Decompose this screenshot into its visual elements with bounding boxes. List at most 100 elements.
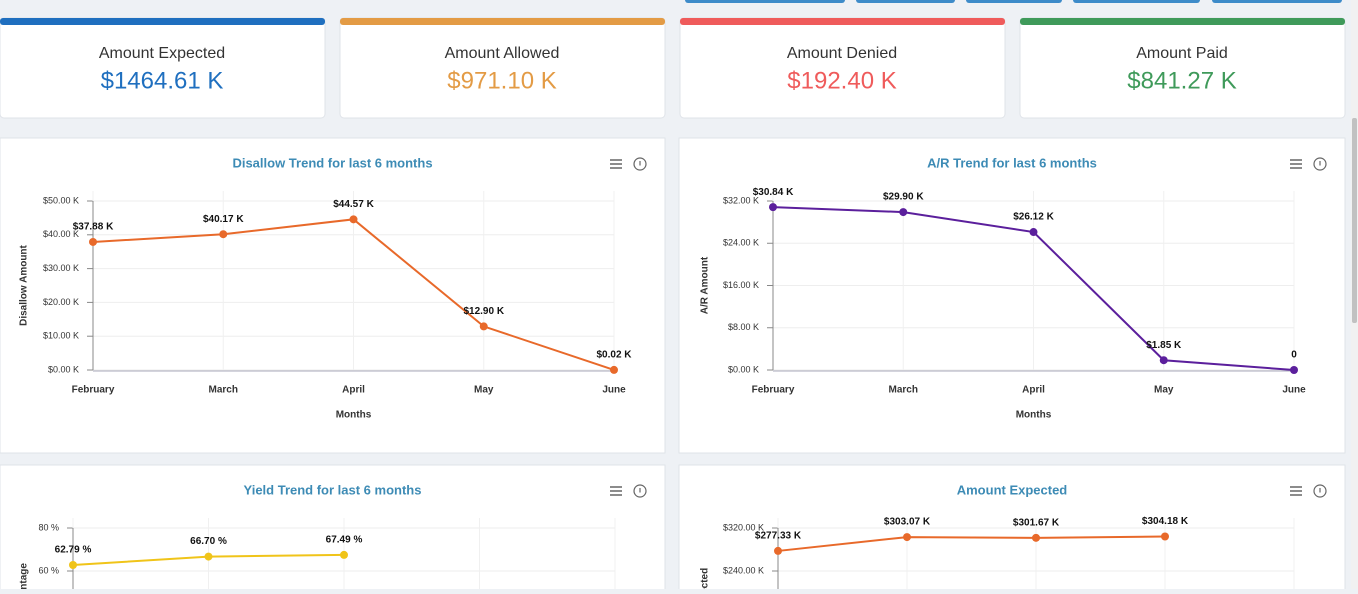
point: [769, 203, 777, 212]
point: [774, 546, 782, 555]
button[interactable]: [1212, 0, 1342, 3]
point: [903, 533, 911, 542]
x-tick-label: May: [474, 385, 494, 396]
value-label: $303.07 K: [884, 517, 931, 528]
x-tick-label: June: [1282, 385, 1306, 396]
x-tick-label: May: [1154, 385, 1174, 396]
point: [1290, 366, 1298, 374]
button[interactable]: [966, 0, 1062, 3]
y-tick-label: $8.00 K: [728, 322, 759, 332]
point: [219, 230, 228, 239]
point: [349, 215, 358, 224]
chart-title: A/R Trend for last 6 months: [927, 155, 1097, 170]
y-tick-label: $16.00 K: [723, 280, 759, 290]
point: [1159, 356, 1168, 365]
chart-title: Yield Trend for last 6 months: [244, 482, 422, 497]
button[interactable]: [1073, 0, 1200, 3]
card-label: Amount Expected: [99, 45, 225, 62]
y-tick-label: $0.00 K: [728, 364, 759, 374]
y-tick-label: $0.00 K: [48, 364, 79, 374]
x-tick-label: February: [72, 385, 115, 396]
x-tick-label: June: [602, 385, 626, 396]
info-icon[interactable]: [1313, 484, 1327, 498]
chart-title: Disallow Trend for last 6 months: [232, 155, 432, 170]
point: [340, 550, 348, 559]
card-bar: [1020, 18, 1345, 25]
point: [204, 552, 213, 561]
scrollbar-thumb[interactable]: [1352, 118, 1357, 323]
value-label: $40.17 K: [203, 214, 244, 225]
top-buttons: [685, 0, 1342, 3]
y-tick-label: $50.00 K: [43, 195, 79, 205]
value-label: $12.90 K: [463, 306, 504, 317]
y-tick-label: $320.00 K: [723, 522, 764, 532]
card-label: Amount Paid: [1136, 45, 1228, 62]
value-label: $304.18 K: [1142, 516, 1189, 527]
y-axis-title: Expected: [700, 568, 711, 589]
value-label: 62.79 %: [55, 545, 92, 556]
y-tick-label: 60 %: [38, 565, 59, 575]
chart-panel: [0, 137, 666, 454]
y-tick-label: $20.00 K: [43, 297, 79, 307]
point: [899, 208, 908, 217]
chart-panel: [0, 464, 666, 594]
y-tick-label: $240.00 K: [723, 565, 764, 575]
point: [1161, 532, 1169, 541]
value-label: $29.90 K: [883, 192, 924, 203]
value-label: $37.88 K: [73, 222, 114, 233]
info-icon[interactable]: [633, 157, 647, 171]
button[interactable]: [685, 0, 845, 3]
charts: Disallow Trend for last 6 months $0.00 K $…: [0, 137, 1346, 594]
chart-title: Amount Expected: [957, 482, 1068, 497]
value-label: $301.67 K: [1013, 517, 1060, 528]
card-value: $971.10 K: [447, 67, 556, 94]
value-label: 67.49 %: [326, 535, 363, 546]
x-axis-title: Months: [336, 410, 372, 421]
card-label: Amount Denied: [787, 45, 897, 62]
x-tick-label: April: [1022, 385, 1045, 396]
point: [69, 561, 77, 570]
value-label: 66.70 %: [190, 536, 227, 547]
y-tick-label: $40.00 K: [43, 229, 79, 239]
value-label: $26.12 K: [1013, 212, 1054, 223]
point: [89, 237, 97, 246]
y-axis-title: Disallow Amount: [19, 244, 30, 325]
card-bar: [680, 18, 1005, 25]
card-value: $841.27 K: [1127, 67, 1236, 94]
point: [479, 322, 488, 331]
x-tick-label: April: [342, 385, 365, 396]
value-label: $44.57 K: [333, 199, 374, 210]
card-bar: [0, 18, 325, 25]
x-tick-label: February: [752, 385, 795, 396]
y-tick-label: $24.00 K: [723, 238, 759, 248]
info-icon[interactable]: [1313, 157, 1327, 171]
value-label: $30.84 K: [753, 187, 794, 198]
y-tick-label: $10.00 K: [43, 331, 79, 341]
value-label: $277.33 K: [755, 531, 802, 542]
card-bar: [340, 18, 665, 25]
value-label: 0: [1291, 350, 1297, 361]
y-tick-label: $30.00 K: [43, 263, 79, 273]
cards: Amount Expected $1464.61 K Amount Allowed $…: [0, 17, 1346, 119]
point: [1029, 228, 1038, 237]
card-value: $192.40 K: [787, 67, 896, 94]
x-tick-label: March: [889, 385, 918, 396]
point: [610, 365, 618, 374]
chart-panel: [678, 464, 1346, 594]
x-tick-label: March: [209, 385, 238, 396]
y-tick-label: 80 %: [38, 522, 59, 532]
card-label: Amount Allowed: [445, 45, 560, 62]
y-axis-title: Percentage: [19, 563, 30, 589]
button[interactable]: [856, 0, 955, 3]
value-label: $1.85 K: [1146, 340, 1182, 351]
card-value: $1464.61 K: [101, 67, 224, 94]
y-axis-title: A/R Amount: [700, 256, 711, 314]
chart-panel: [678, 137, 1346, 454]
point: [1032, 533, 1040, 542]
info-icon[interactable]: [633, 484, 647, 498]
value-label: $0.02 K: [596, 350, 632, 361]
series-line: [777, 535, 1166, 552]
y-tick-label: $32.00 K: [723, 195, 759, 205]
x-axis-title: Months: [1016, 410, 1052, 421]
